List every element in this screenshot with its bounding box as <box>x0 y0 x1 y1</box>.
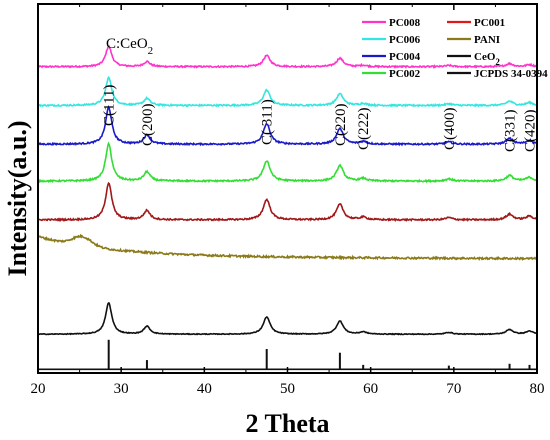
series-pc008 <box>37 45 538 70</box>
x-tick-label-50: 50 <box>280 381 295 397</box>
peak-label-0: C(111) <box>102 85 118 126</box>
series-pc002 <box>37 141 538 184</box>
series-ceo2 <box>37 302 538 336</box>
peak-label-4: C(222) <box>356 108 372 151</box>
peak-label-3: C(220) <box>333 104 349 147</box>
x-tick-label-40: 40 <box>197 381 212 397</box>
legend-label-1: PC001 <box>474 17 505 29</box>
x-tick-label-20: 20 <box>31 381 46 397</box>
annotation-label: C:CeO2 <box>106 36 153 57</box>
peak-label-2: C( 311) <box>260 99 276 145</box>
legend-label-3: PANI <box>474 34 500 46</box>
series-pc004 <box>37 105 538 147</box>
x-tick-label-30: 30 <box>114 381 129 397</box>
x-tick-label-80: 80 <box>530 381 545 397</box>
legend-label-2: PC006 <box>389 34 421 46</box>
series-pani <box>37 233 538 261</box>
series-pc001 <box>37 181 538 222</box>
legend-label-4: PC004 <box>389 51 421 63</box>
peak-label-6: C(331) <box>503 110 519 153</box>
peak-label-1: C(200) <box>140 104 156 147</box>
x-tick-label-60: 60 <box>363 381 378 397</box>
peak-label-5: C(400) <box>442 108 458 151</box>
x-tick-label-70: 70 <box>446 381 461 397</box>
legend-label-5: CeO2 <box>474 51 500 67</box>
peak-label-7: C(420) <box>523 110 539 153</box>
series-pc006 <box>37 75 538 108</box>
y-axis-label: Intensity(a.u.) <box>3 120 32 276</box>
x-axis-label: 2 Theta <box>245 409 329 438</box>
legend-label-7: JCPDS 34-0394 <box>474 68 548 80</box>
legend-label-6: PC002 <box>389 68 421 80</box>
legend-label-0: PC008 <box>389 17 421 29</box>
